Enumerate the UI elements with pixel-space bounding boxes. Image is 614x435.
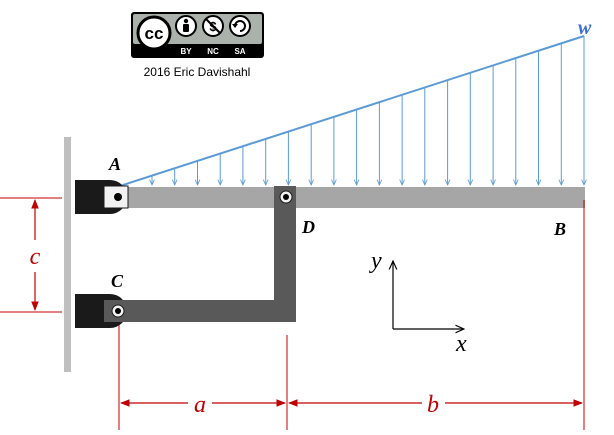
pin-a [114,193,122,201]
label-point-a: A [108,154,121,174]
distributed-load [119,35,585,187]
cc-by-icon [175,15,197,37]
bracket-cd [118,186,296,322]
cc-term-sa: SA [234,47,245,56]
dimension-label-c: c [30,244,41,270]
axis-label-x: x [455,331,467,357]
load-arrows [152,36,584,185]
dimension-c [0,197,62,313]
load-envelope-line [119,35,585,187]
support-a [75,180,129,214]
wall [64,137,71,372]
pin-c [115,308,121,314]
axis-label-y: y [369,248,382,274]
copyright-credit: 2016 Eric Davishahl [144,65,251,79]
cc-term-nc: NC [207,47,219,56]
dimension-label-b: b [427,392,439,418]
cc-term-by: BY [180,47,192,56]
load-label-w: w [578,17,592,39]
cc-sa-icon [229,15,251,37]
support-c [75,294,128,328]
cc-nc-icon: $ [202,15,224,37]
label-point-b: B [553,219,566,239]
dimension-label-a: a [194,392,206,418]
label-point-c: C [111,271,124,291]
cc-license-logo: cc $ BY NC SA [131,12,264,58]
cc-badge-text: cc [145,24,164,43]
coordinate-axes [393,261,464,329]
beam-ab [118,187,585,208]
dimension-ab [118,200,585,430]
label-point-d: D [301,217,315,237]
pin-d [283,194,289,200]
